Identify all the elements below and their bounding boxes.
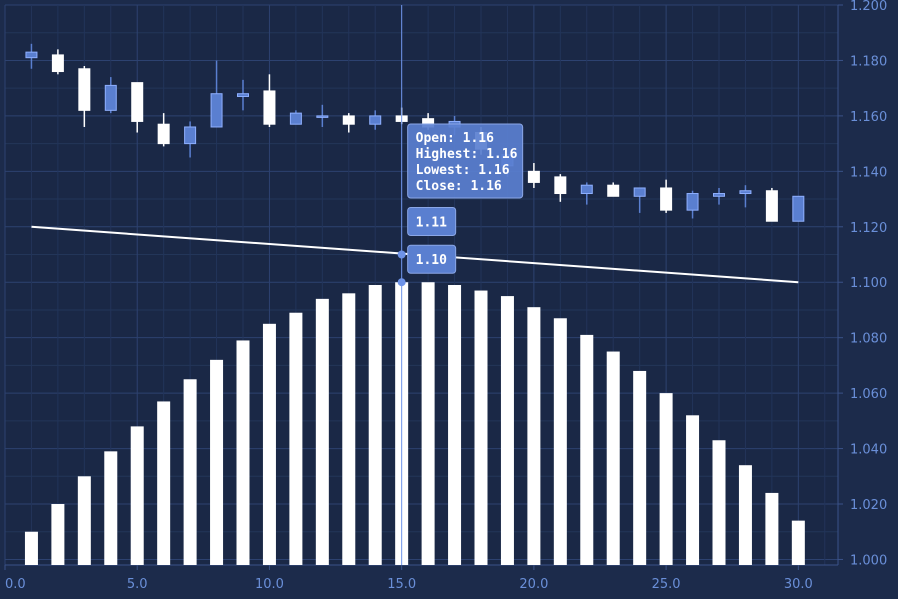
histogram-bar [633,370,647,565]
candle-body [686,193,699,211]
candle-body [210,93,223,128]
histogram-bar [210,359,224,565]
candle-body [316,115,329,118]
histogram-bar [51,504,65,565]
cursor-bar-marker [397,278,406,287]
x-tick-label: 30.0 [784,577,813,592]
histogram-bar [580,334,594,565]
candle-body [660,187,673,211]
x-tick-label: 0.0 [5,577,26,592]
candle-body [25,51,38,59]
y-tick-label: 1.120 [850,221,887,236]
candle-body [51,54,64,73]
candle-body [131,82,144,122]
histogram-bar [606,351,620,565]
histogram-bar [791,520,805,565]
bar-value-tooltip-box [407,244,457,274]
histogram-bar [738,465,752,565]
histogram-bar [659,393,673,565]
x-tick-label: 5.0 [127,577,148,592]
candle-body [104,84,117,111]
histogram-bar [77,476,91,565]
histogram-bar [130,426,144,565]
y-tick-label: 1.000 [850,553,887,568]
plot-area [5,5,838,565]
histogram-bar [686,415,700,565]
candle-body [633,187,646,197]
x-tick-label: 20.0 [519,577,548,592]
candle-body [184,126,197,145]
histogram-bar [24,531,38,565]
histogram-bar [500,296,514,565]
candle-body [78,68,91,111]
candle-body [289,112,302,125]
line-value-tooltip-text: 1.11 [416,216,447,231]
y-tick-label: 1.040 [850,443,887,458]
cursor-line-marker [397,250,406,259]
y-tick-label: 1.140 [850,165,887,180]
candle-body [607,184,620,197]
y-tick-label: 1.180 [850,54,887,69]
x-tick-label: 15.0 [387,577,416,592]
histogram-bar [157,401,171,565]
histogram-bar [368,285,382,565]
histogram-bar [289,312,303,565]
histogram-bar [183,379,197,565]
histogram-bar [262,323,276,565]
candle-body [157,123,170,145]
y-tick-label: 1.020 [850,498,887,513]
y-tick-label: 1.160 [850,110,887,125]
candle-body [792,195,805,222]
histogram-bar [104,451,118,565]
candle-body [713,193,725,197]
histogram-bar [448,285,462,565]
x-tick-label: 25.0 [652,577,681,592]
line-value-tooltip-box [407,207,457,237]
histogram-bar [315,298,329,565]
histogram-bar [421,282,435,565]
histogram-bar [527,307,541,565]
bar-value-tooltip-text: 1.10 [416,253,447,268]
x-tick-label: 10.0 [255,577,284,592]
candle-body [739,190,752,195]
histogram-bar [712,440,726,565]
y-tick-label: 1.080 [850,332,887,347]
ohlc-tooltip-line: Highest: 1.16 [416,147,518,162]
candle-body [263,90,276,125]
candle-body [237,93,249,97]
ohlc-tooltip-line: Open: 1.16 [416,131,494,146]
candle-body [554,176,567,195]
histogram-bar [474,290,488,565]
histogram-bar [553,318,567,565]
candle-body [369,115,382,125]
histogram-bar [342,293,356,565]
y-tick-label: 1.100 [850,276,887,291]
candle-body [580,184,593,195]
histogram-bar [236,340,250,565]
candle-body [765,190,778,222]
ohlc-tooltip-line: Lowest: 1.16 [416,163,510,178]
ohlc-tooltip-line: Close: 1.16 [416,179,502,194]
histogram-bar [765,492,779,565]
candle-body [342,115,355,125]
candle-body [527,170,540,183]
ohlc-tooltip-box [407,123,524,199]
y-tick-label: 1.060 [850,387,887,402]
y-tick-label: 1.200 [850,0,887,14]
